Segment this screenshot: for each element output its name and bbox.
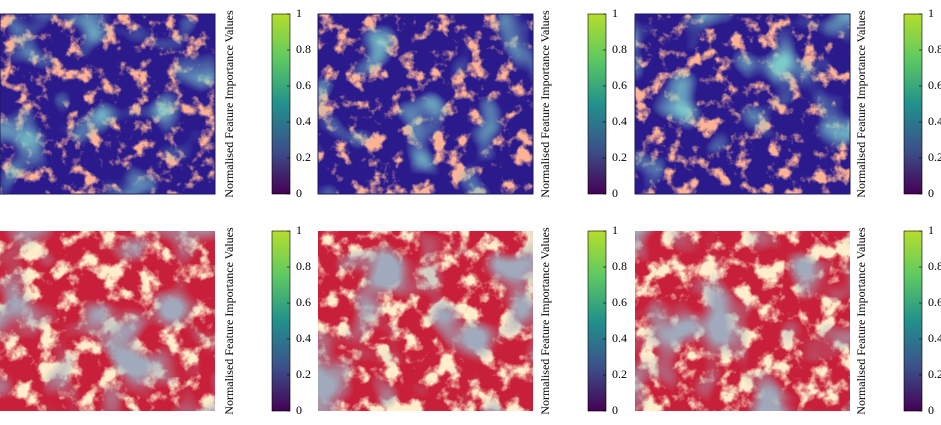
- colorbar-tick-label: 0.2: [612, 150, 627, 164]
- heatmap-overlay: [318, 231, 533, 411]
- colorbar-tick-label: 0.4: [928, 331, 941, 345]
- colorbar-tick-label: 0.2: [612, 367, 627, 381]
- colorbar: [587, 13, 607, 195]
- colorbar-tick-label: 0: [612, 186, 618, 200]
- colorbar-tick-label: 0: [296, 186, 302, 200]
- colorbar-tick-label: 1: [612, 223, 618, 237]
- colorbar-tick-label: 0.8: [928, 42, 941, 56]
- colorbar-tick-label: 0.2: [296, 150, 311, 164]
- heatmap-frame: [317, 13, 534, 195]
- colorbar-tick-label: 0.8: [296, 42, 311, 56]
- colorbar-tick-label: 0.6: [928, 295, 941, 309]
- heatmap-overlay: [0, 14, 215, 194]
- heatmap-overlay: [635, 14, 850, 194]
- colorbar-tick-label: 0.8: [296, 259, 311, 273]
- colorbar-tick-label: 0.2: [928, 367, 941, 381]
- colorbar: [903, 13, 923, 195]
- colorbar-tick-label: 0: [928, 403, 934, 417]
- colorbar: [271, 13, 291, 195]
- colorbar-tick-label: 0.8: [612, 42, 627, 56]
- colorbar-tick-label: 0: [928, 186, 934, 200]
- heatmap-frame: [0, 13, 216, 195]
- colorbar: [271, 230, 291, 412]
- colorbar-tick-label: 0: [296, 403, 302, 417]
- colorbar-tick-label: 0.8: [928, 259, 941, 273]
- colorbar-tick-label: 0.2: [296, 367, 311, 381]
- colorbar-tick-label: 1: [612, 6, 618, 20]
- heatmap-overlay: [635, 231, 850, 411]
- colorbar-tick-label: 0.8: [612, 259, 627, 273]
- heatmap-frame: [634, 13, 851, 195]
- colorbar-label: Normalised Feature Importance Values: [222, 227, 236, 415]
- colorbar: [903, 230, 923, 412]
- colorbar-label: Normalised Feature Importance Values: [538, 227, 552, 415]
- colorbar-tick-label: 1: [296, 223, 302, 237]
- heatmap-overlay: [318, 14, 533, 194]
- colorbar-label: Normalised Feature Importance Values: [854, 10, 868, 198]
- colorbar-tick-label: 0.2: [928, 150, 941, 164]
- colorbar-tick-label: 0.6: [296, 78, 311, 92]
- colorbar: [587, 230, 607, 412]
- colorbar-tick-label: 0.4: [612, 331, 627, 345]
- colorbar-tick-label: 0.4: [612, 114, 627, 128]
- colorbar-label: Normalised Feature Importance Values: [854, 227, 868, 415]
- colorbar-tick-label: 0.6: [296, 295, 311, 309]
- colorbar-tick-label: 0.6: [612, 78, 627, 92]
- colorbar-tick-label: 0.6: [612, 295, 627, 309]
- colorbar-tick-label: 1: [928, 223, 934, 237]
- colorbar-tick-label: 0.4: [296, 114, 311, 128]
- colorbar-tick-label: 0.4: [296, 331, 311, 345]
- colorbar-label: Normalised Feature Importance Values: [538, 10, 552, 198]
- heatmap-overlay: [0, 231, 215, 411]
- colorbar-label: Normalised Feature Importance Values: [222, 10, 236, 198]
- colorbar-tick-label: 1: [928, 6, 934, 20]
- colorbar-tick-label: 0.6: [928, 78, 941, 92]
- colorbar-tick-label: 0: [612, 403, 618, 417]
- colorbar-tick-label: 1: [296, 6, 302, 20]
- colorbar-tick-label: 0.4: [928, 114, 941, 128]
